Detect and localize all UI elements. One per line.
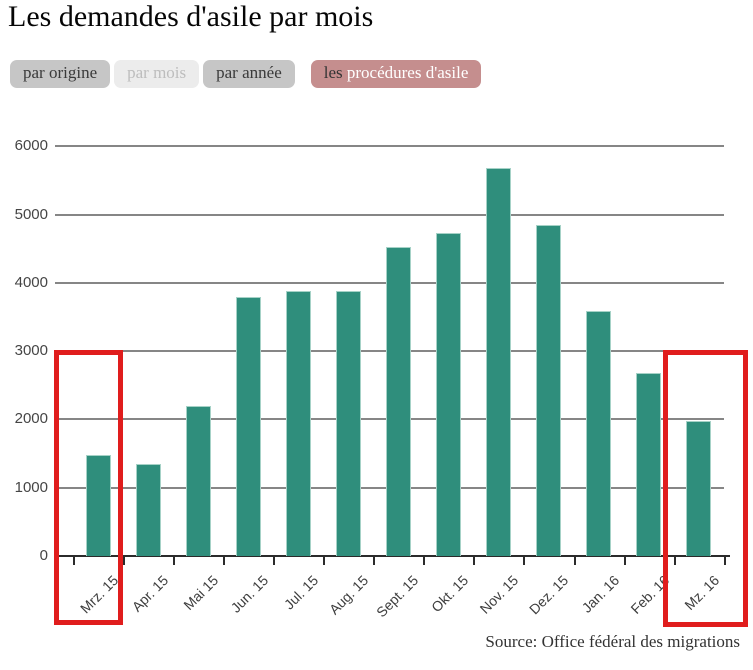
x-axis-tick: [423, 556, 426, 565]
page-title: Les demandes d'asile par mois: [8, 0, 374, 33]
bar-mai-15[interactable]: [185, 406, 211, 556]
tab-par-origine[interactable]: par origine: [10, 60, 111, 89]
x-axis-line: [55, 555, 730, 557]
bar-jun-15[interactable]: [235, 297, 261, 556]
x-axis-tick: [173, 556, 176, 565]
bar-dez-15[interactable]: [535, 224, 561, 556]
x-axis-tick: [523, 556, 526, 565]
bar-apr-15[interactable]: [135, 463, 161, 556]
bar-jan-16[interactable]: [586, 310, 611, 556]
x-axis-tick: [73, 556, 75, 565]
x-axis-tick: [473, 556, 476, 565]
gridline-5000: [55, 213, 724, 216]
x-axis-tick: [623, 556, 626, 565]
tab-procedures-label: procédures d'asile: [346, 63, 469, 82]
highlight-box-mz-16: [663, 350, 748, 627]
bar-aug-15[interactable]: [335, 290, 361, 556]
bar-nov-15[interactable]: [485, 168, 511, 556]
x-axis-tick: [723, 556, 726, 565]
y-axis-label-2000: 2000: [14, 410, 48, 428]
tab-par-mois[interactable]: par mois: [114, 60, 200, 89]
x-axis-tick: [223, 556, 226, 565]
gridline-6000: [55, 145, 724, 148]
y-axis-label-5000: 5000: [14, 205, 48, 223]
x-axis-tick: [373, 556, 376, 565]
x-axis-tick: [573, 556, 576, 565]
bar-feb-16[interactable]: [636, 372, 662, 556]
bar-okt-15[interactable]: [435, 232, 461, 556]
x-axis-tick: [273, 556, 276, 565]
bar-jul-15[interactable]: [285, 290, 311, 556]
source-credit: Source: Office fédéral des migrations: [485, 632, 740, 651]
y-axis-label-4000: 4000: [14, 273, 48, 291]
y-axis-label-1000: 1000: [14, 478, 48, 496]
highlight-box-mrz-15: [54, 350, 123, 625]
bar-sept-15[interactable]: [385, 246, 411, 556]
tab-procedures-prefix: les: [323, 63, 347, 82]
y-axis-label-6000: 6000: [14, 137, 48, 155]
bar-mrz-15[interactable]: [85, 454, 111, 556]
x-axis-tick: [673, 556, 676, 565]
y-axis-label-3000: 3000: [14, 342, 48, 360]
y-axis-label-0: 0: [39, 547, 48, 564]
tab-procedures-asile[interactable]: les procédures d'asile: [310, 60, 482, 89]
tab-bar: par origine par mois par année les procé…: [10, 60, 485, 89]
x-axis-tick: [323, 556, 326, 565]
x-axis-tick: [123, 556, 126, 565]
tab-par-annee[interactable]: par année: [203, 60, 295, 89]
bar-mz-16[interactable]: [686, 420, 712, 556]
